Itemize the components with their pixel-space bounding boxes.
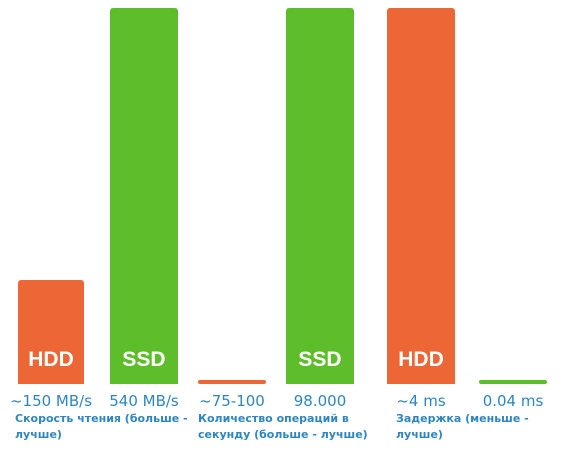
value-label-ssd-read: 540 MB/s — [100, 392, 188, 410]
value-label-ssd-iops: 98.000 — [276, 392, 364, 410]
bar-label-hdd: HDD — [387, 348, 455, 372]
bar-ssd-latency — [479, 380, 547, 384]
value-label-hdd-latency: ~4 ms — [377, 392, 465, 410]
value-label-hdd-iops: ~75-100 — [188, 392, 276, 410]
bar-hdd-latency: HDD — [387, 8, 455, 384]
bar-ssd-iops: SSD — [286, 8, 354, 384]
bar-ssd-read-speed: SSD — [110, 8, 178, 384]
bar-label-ssd: SSD — [110, 348, 178, 372]
category-label-iops: Количество операций в секунду (больше - … — [198, 411, 370, 443]
bar-label-ssd: SSD — [286, 348, 354, 372]
category-label-read-speed: Скорость чтения (больше - лучше) — [15, 411, 195, 443]
category-label-latency: Задержка (меньше - лучше) — [396, 411, 556, 443]
bar-label-hdd: HDD — [18, 348, 84, 372]
bar-hdd-iops — [198, 380, 266, 384]
bar-hdd-read-speed: HDD — [18, 280, 84, 384]
value-label-ssd-latency: 0.04 ms — [469, 392, 557, 410]
value-label-hdd-read: ~150 MB/s — [8, 392, 94, 410]
